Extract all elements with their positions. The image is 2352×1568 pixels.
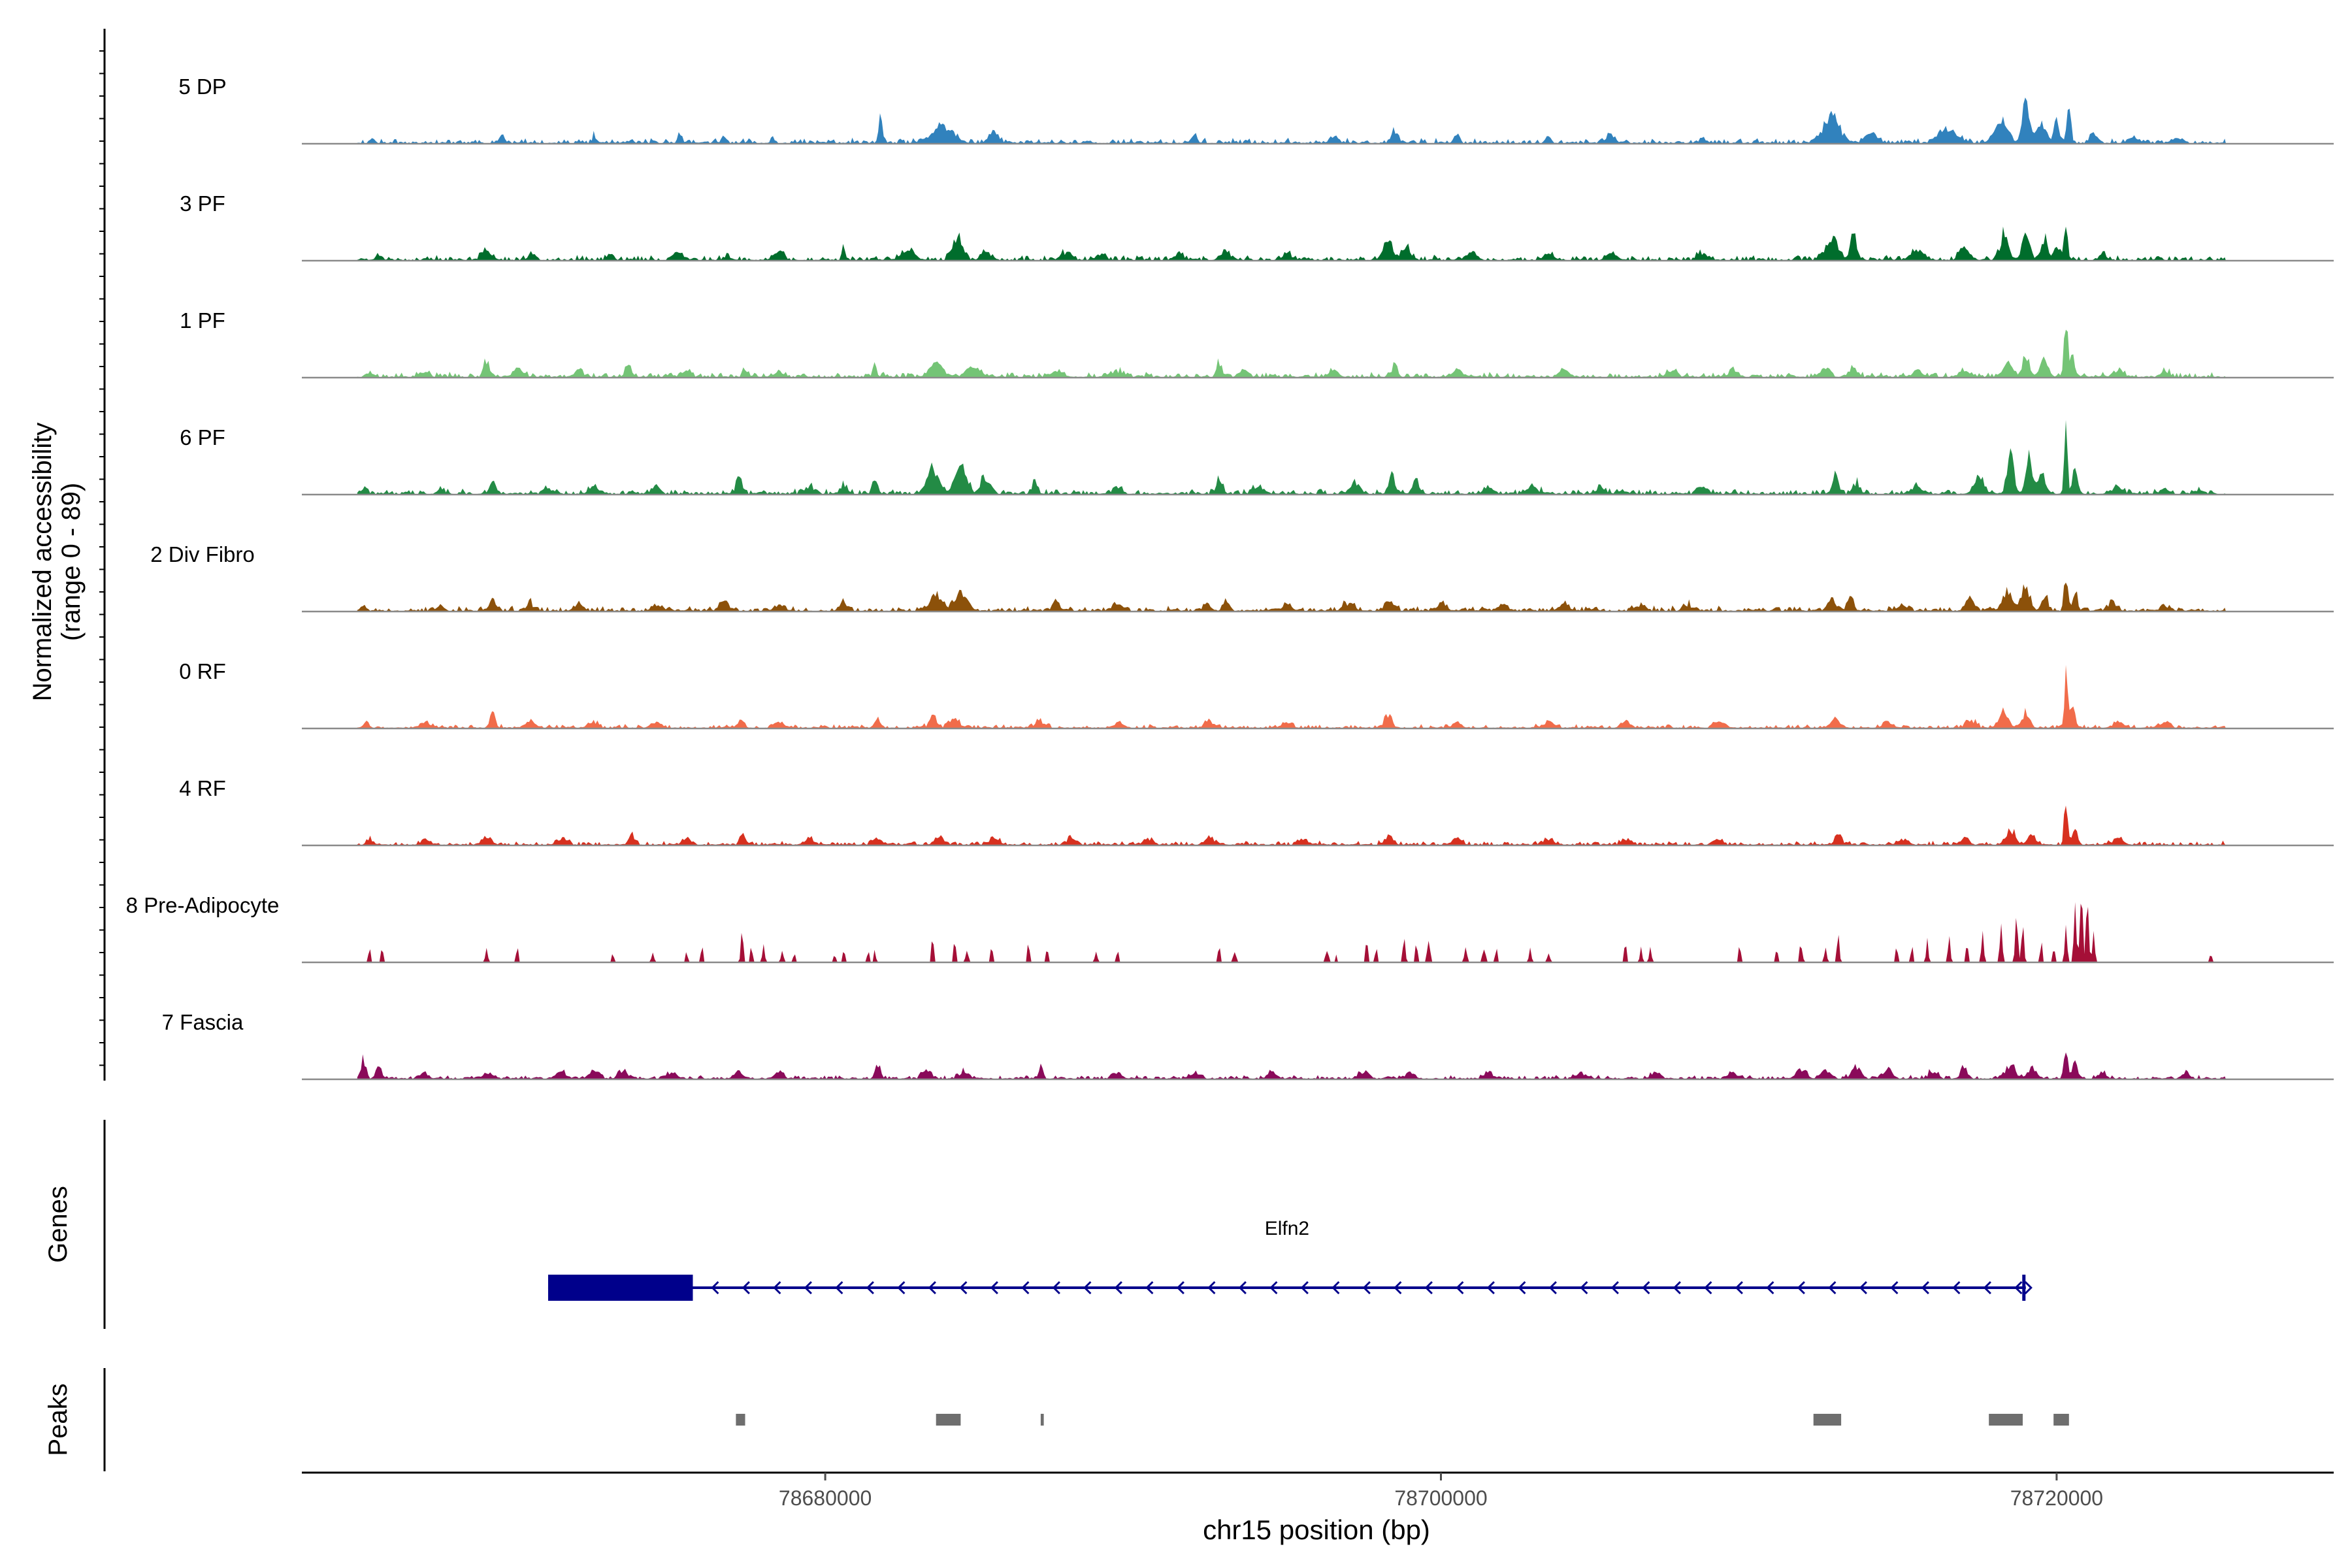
strand-arrow xyxy=(2024,1281,2033,1295)
strand-arrow xyxy=(1145,1281,1154,1295)
coverage-area xyxy=(357,419,2227,495)
strand-arrow xyxy=(1548,1281,1557,1295)
strand-arrow xyxy=(711,1281,719,1295)
strand-arrow xyxy=(1331,1281,1340,1295)
strand-arrow xyxy=(1269,1281,1278,1295)
peak-region xyxy=(2053,1414,2069,1426)
coverage-area xyxy=(357,902,2227,962)
track-label: 3 PF xyxy=(180,191,225,216)
track-label: 1 PF xyxy=(180,308,225,333)
strand-arrow xyxy=(804,1281,812,1295)
track-4: 2 Div Fibro xyxy=(150,542,2334,613)
gene-name: Elfn2 xyxy=(1265,1218,1309,1239)
strand-arrow xyxy=(773,1281,781,1295)
track-label: 2 Div Fibro xyxy=(150,542,255,566)
strand-arrow xyxy=(1673,1281,1681,1295)
strand-arrow xyxy=(928,1281,936,1295)
peak-region xyxy=(1813,1414,1842,1426)
track-label: 7 Fascia xyxy=(162,1010,244,1034)
strand-arrow xyxy=(1735,1281,1743,1295)
strand-arrow xyxy=(1052,1281,1060,1295)
coverage-area xyxy=(357,664,2227,728)
track-5: 0 RF xyxy=(179,659,2334,730)
track-2: 1 PF xyxy=(180,308,2334,379)
track-6: 4 RF xyxy=(179,776,2334,847)
genes-panel-label: Genes xyxy=(44,1186,73,1263)
track-3: 6 PF xyxy=(180,419,2334,496)
strand-arrow xyxy=(1952,1281,1961,1295)
strand-arrow xyxy=(1300,1281,1309,1295)
track-label: 0 RF xyxy=(179,659,226,683)
y-axis-title-line1: Normalized accessibility xyxy=(28,423,57,702)
strand-arrow xyxy=(959,1281,968,1295)
coverage-area xyxy=(357,1052,2227,1079)
coverage-area xyxy=(357,97,2227,144)
peaks-track xyxy=(736,1414,2069,1426)
strand-arrow xyxy=(835,1281,843,1295)
strand-arrow xyxy=(1828,1281,1837,1295)
peak-region xyxy=(736,1414,745,1426)
x-tick-label: 78680000 xyxy=(779,1486,872,1510)
strand-arrow xyxy=(1456,1281,1464,1295)
track-8: 7 Fascia xyxy=(162,1010,2334,1081)
strand-arrow xyxy=(1704,1281,1712,1295)
strand-arrow xyxy=(1766,1281,1774,1295)
track-7: 8 Pre-Adipocyte xyxy=(126,893,2334,964)
x-tick-label: 78720000 xyxy=(2010,1486,2103,1510)
strand-arrow xyxy=(1610,1281,1619,1295)
strand-arrow xyxy=(1486,1281,1495,1295)
strand-arrow xyxy=(1921,1281,1929,1295)
y-axis-title-line2: (range 0 - 89) xyxy=(57,483,86,641)
strand-arrow xyxy=(1859,1281,1867,1295)
peak-region xyxy=(1040,1414,1044,1426)
track-label: 5 DP xyxy=(178,74,226,99)
x-axis-title: chr15 position (bp) xyxy=(1203,1514,1430,1545)
strand-arrow xyxy=(990,1281,998,1295)
track-1: 3 PF xyxy=(180,191,2334,262)
strand-arrow xyxy=(1797,1281,1805,1295)
coverage-area xyxy=(357,806,2227,845)
strand-arrow xyxy=(1021,1281,1030,1295)
peak-region xyxy=(1989,1414,2023,1426)
gene-track: Elfn2 xyxy=(547,1218,2033,1301)
strand-arrow xyxy=(2014,1281,2023,1295)
track-label: 6 PF xyxy=(180,425,225,449)
coverage-tracks: 5 DP 3 PF 1 PF 6 PF 2 Div Fibro 0 RF 4 RF 8 Pre… xyxy=(126,74,2334,1081)
strand-arrow xyxy=(1114,1281,1122,1295)
coverage-y-ticks xyxy=(99,50,105,1066)
track-label: 4 RF xyxy=(179,776,226,800)
strand-arrow xyxy=(742,1281,750,1295)
strand-arrow xyxy=(1890,1281,1899,1295)
gene-exon xyxy=(547,1275,693,1301)
strand-arrow xyxy=(1518,1281,1526,1295)
peak-region xyxy=(936,1414,961,1426)
strand-arrow xyxy=(897,1281,906,1295)
strand-arrow xyxy=(1238,1281,1247,1295)
strand-arrow xyxy=(1580,1281,1588,1295)
strand-arrow xyxy=(1424,1281,1433,1295)
strand-arrow xyxy=(866,1281,874,1295)
peaks-panel-label: Peaks xyxy=(44,1383,73,1456)
strand-arrow xyxy=(1394,1281,1402,1295)
track-0: 5 DP xyxy=(178,74,2334,145)
x-tick-label: 78700000 xyxy=(1394,1486,1487,1510)
coverage-area xyxy=(357,329,2227,378)
strand-arrow xyxy=(1176,1281,1184,1295)
strand-arrow xyxy=(1642,1281,1650,1295)
x-axis-ticks: 78680000 78700000 78720000 xyxy=(779,1473,2103,1510)
strand-arrow xyxy=(1362,1281,1371,1295)
track-label: 8 Pre-Adipocyte xyxy=(126,893,280,917)
strand-arrow xyxy=(1983,1281,1991,1295)
strand-arrow xyxy=(1083,1281,1092,1295)
coverage-area xyxy=(357,582,2227,612)
strand-arrow xyxy=(1207,1281,1216,1295)
coverage-area xyxy=(357,226,2227,261)
